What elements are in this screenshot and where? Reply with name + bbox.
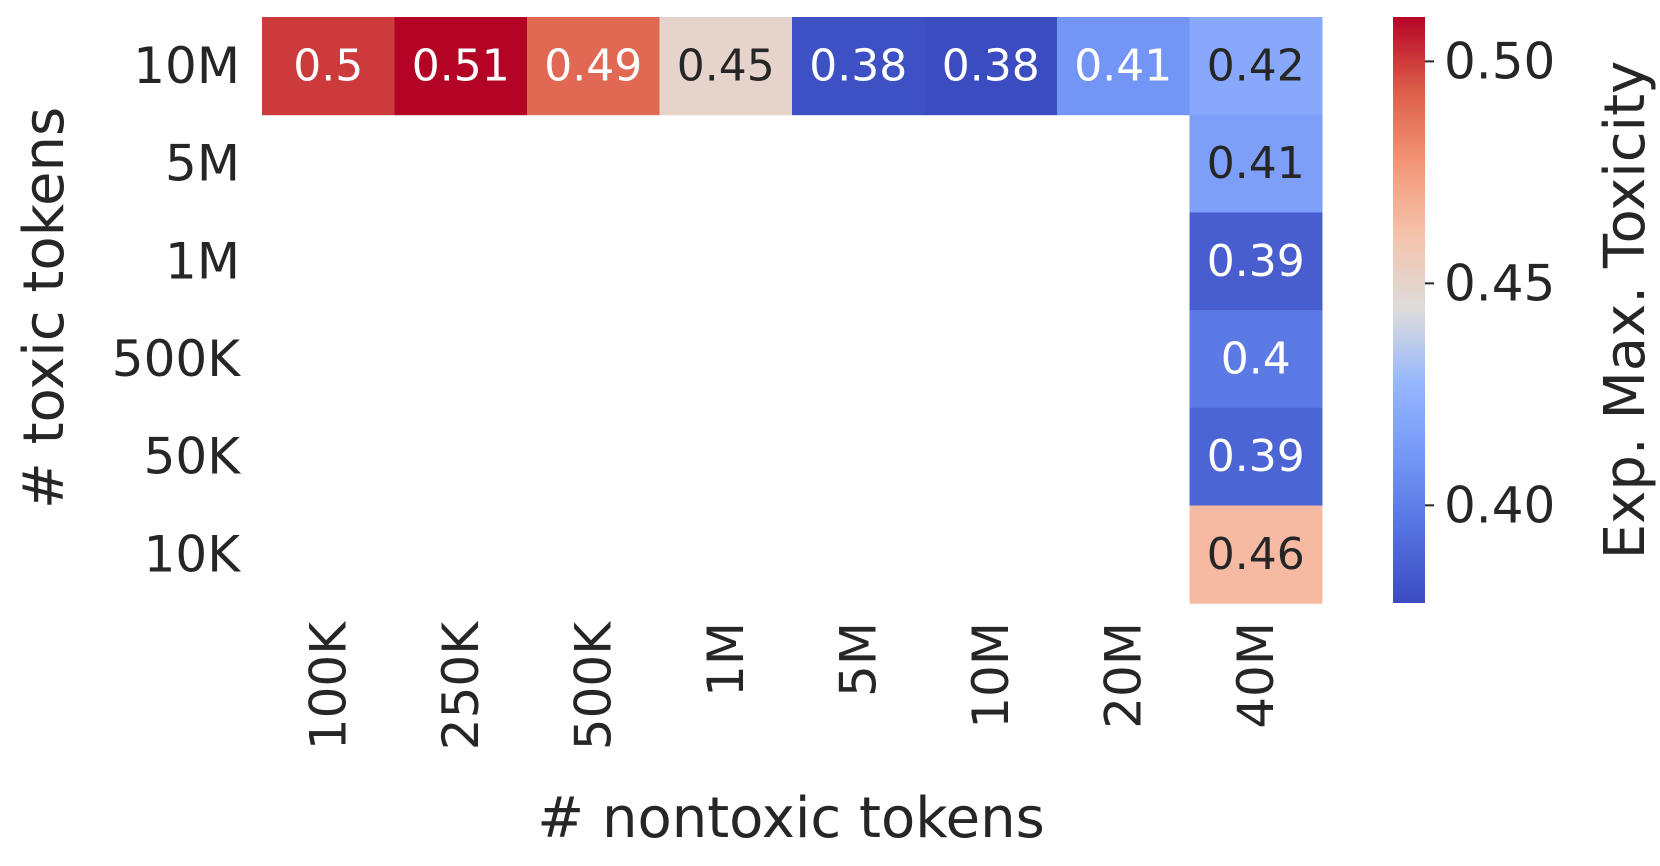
cell-value-label: 0.42 (1207, 40, 1305, 91)
y-tick-labels: 10M 5M 1M 500K 50K 10K (112, 37, 242, 583)
cell-value-label: 0.41 (1074, 40, 1172, 91)
cell-value-label: 0.38 (809, 40, 907, 91)
y-tick-label: 10K (144, 525, 242, 583)
heatmap-cell-20M-10M (1057, 17, 1190, 116)
colorbar-tick-label: 0.40 (1444, 476, 1555, 534)
x-tick-label: 100K (299, 621, 357, 750)
x-tick-label: 500K (564, 621, 622, 750)
y-tick-label: 10M (133, 37, 240, 95)
heatmap-plot-area: 0.5 0.51 0.49 0.45 0.38 0.38 0.41 0.42 0.41 0.39 0… (262, 17, 1323, 604)
y-axis-label: # toxic tokens (12, 107, 77, 509)
colorbar-tick-label: 0.50 (1444, 32, 1555, 90)
heatmap-cell-500K-10M (527, 17, 660, 116)
heatmap-cell-40M-10M (1189, 17, 1323, 116)
x-tick-label: 1M (697, 622, 755, 697)
cell-value-label: 0.49 (544, 40, 642, 91)
y-tick-label: 1M (165, 232, 240, 290)
colorbar-ticks: 0.40 0.45 0.50 (1425, 32, 1555, 534)
y-tick-label: 50K (144, 428, 242, 486)
cell-value-label: 0.45 (677, 40, 775, 91)
colorbar (1393, 17, 1425, 603)
x-tick-label: 40M (1227, 622, 1285, 729)
colorbar-label: Exp. Max. Toxicity (1593, 61, 1658, 559)
heatmap-cell-10M-10M (924, 17, 1058, 116)
cell-value-label: 0.5 (293, 40, 363, 91)
cell-value-label: 0.39 (1207, 236, 1305, 287)
heatmap-cell-40M-50K (1189, 407, 1323, 506)
heatmap-cell-40M-1M (1189, 212, 1323, 311)
x-axis-label: # nontoxic tokens (537, 786, 1045, 851)
cell-value-label: 0.39 (1207, 431, 1305, 482)
colorbar-tick-label: 0.45 (1444, 254, 1555, 312)
y-tick-label: 5M (165, 135, 240, 193)
cell-value-label: 0.46 (1207, 529, 1305, 580)
x-tick-labels: 100K 250K 500K 1M 5M 10M 20M 40M (299, 621, 1285, 750)
x-tick-label: 250K (432, 621, 490, 750)
heatmap-cell-40M-500K (1189, 310, 1323, 409)
x-tick-label: 5M (829, 622, 887, 697)
heatmap-cell-100K-10M (262, 17, 395, 116)
cell-value-label: 0.41 (1207, 138, 1305, 189)
heatmap-cell-40M-5M (1189, 114, 1323, 213)
heatmap-cell-1M-10M (659, 17, 793, 116)
cell-value-label: 0.4 (1221, 333, 1291, 384)
x-tick-label: 20M (1094, 622, 1152, 729)
heatmap-cell-5M-10M (792, 17, 925, 116)
cell-value-label: 0.51 (412, 40, 510, 91)
cell-value-label: 0.38 (942, 40, 1040, 91)
y-tick-label: 500K (112, 330, 241, 388)
x-tick-label: 10M (962, 622, 1020, 729)
heatmap-cell-40M-10K (1189, 505, 1323, 604)
heatmap-cell-250K-10M (394, 17, 528, 116)
